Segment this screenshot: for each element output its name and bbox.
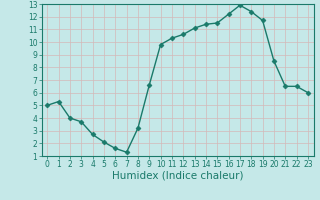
X-axis label: Humidex (Indice chaleur): Humidex (Indice chaleur) [112, 171, 243, 181]
